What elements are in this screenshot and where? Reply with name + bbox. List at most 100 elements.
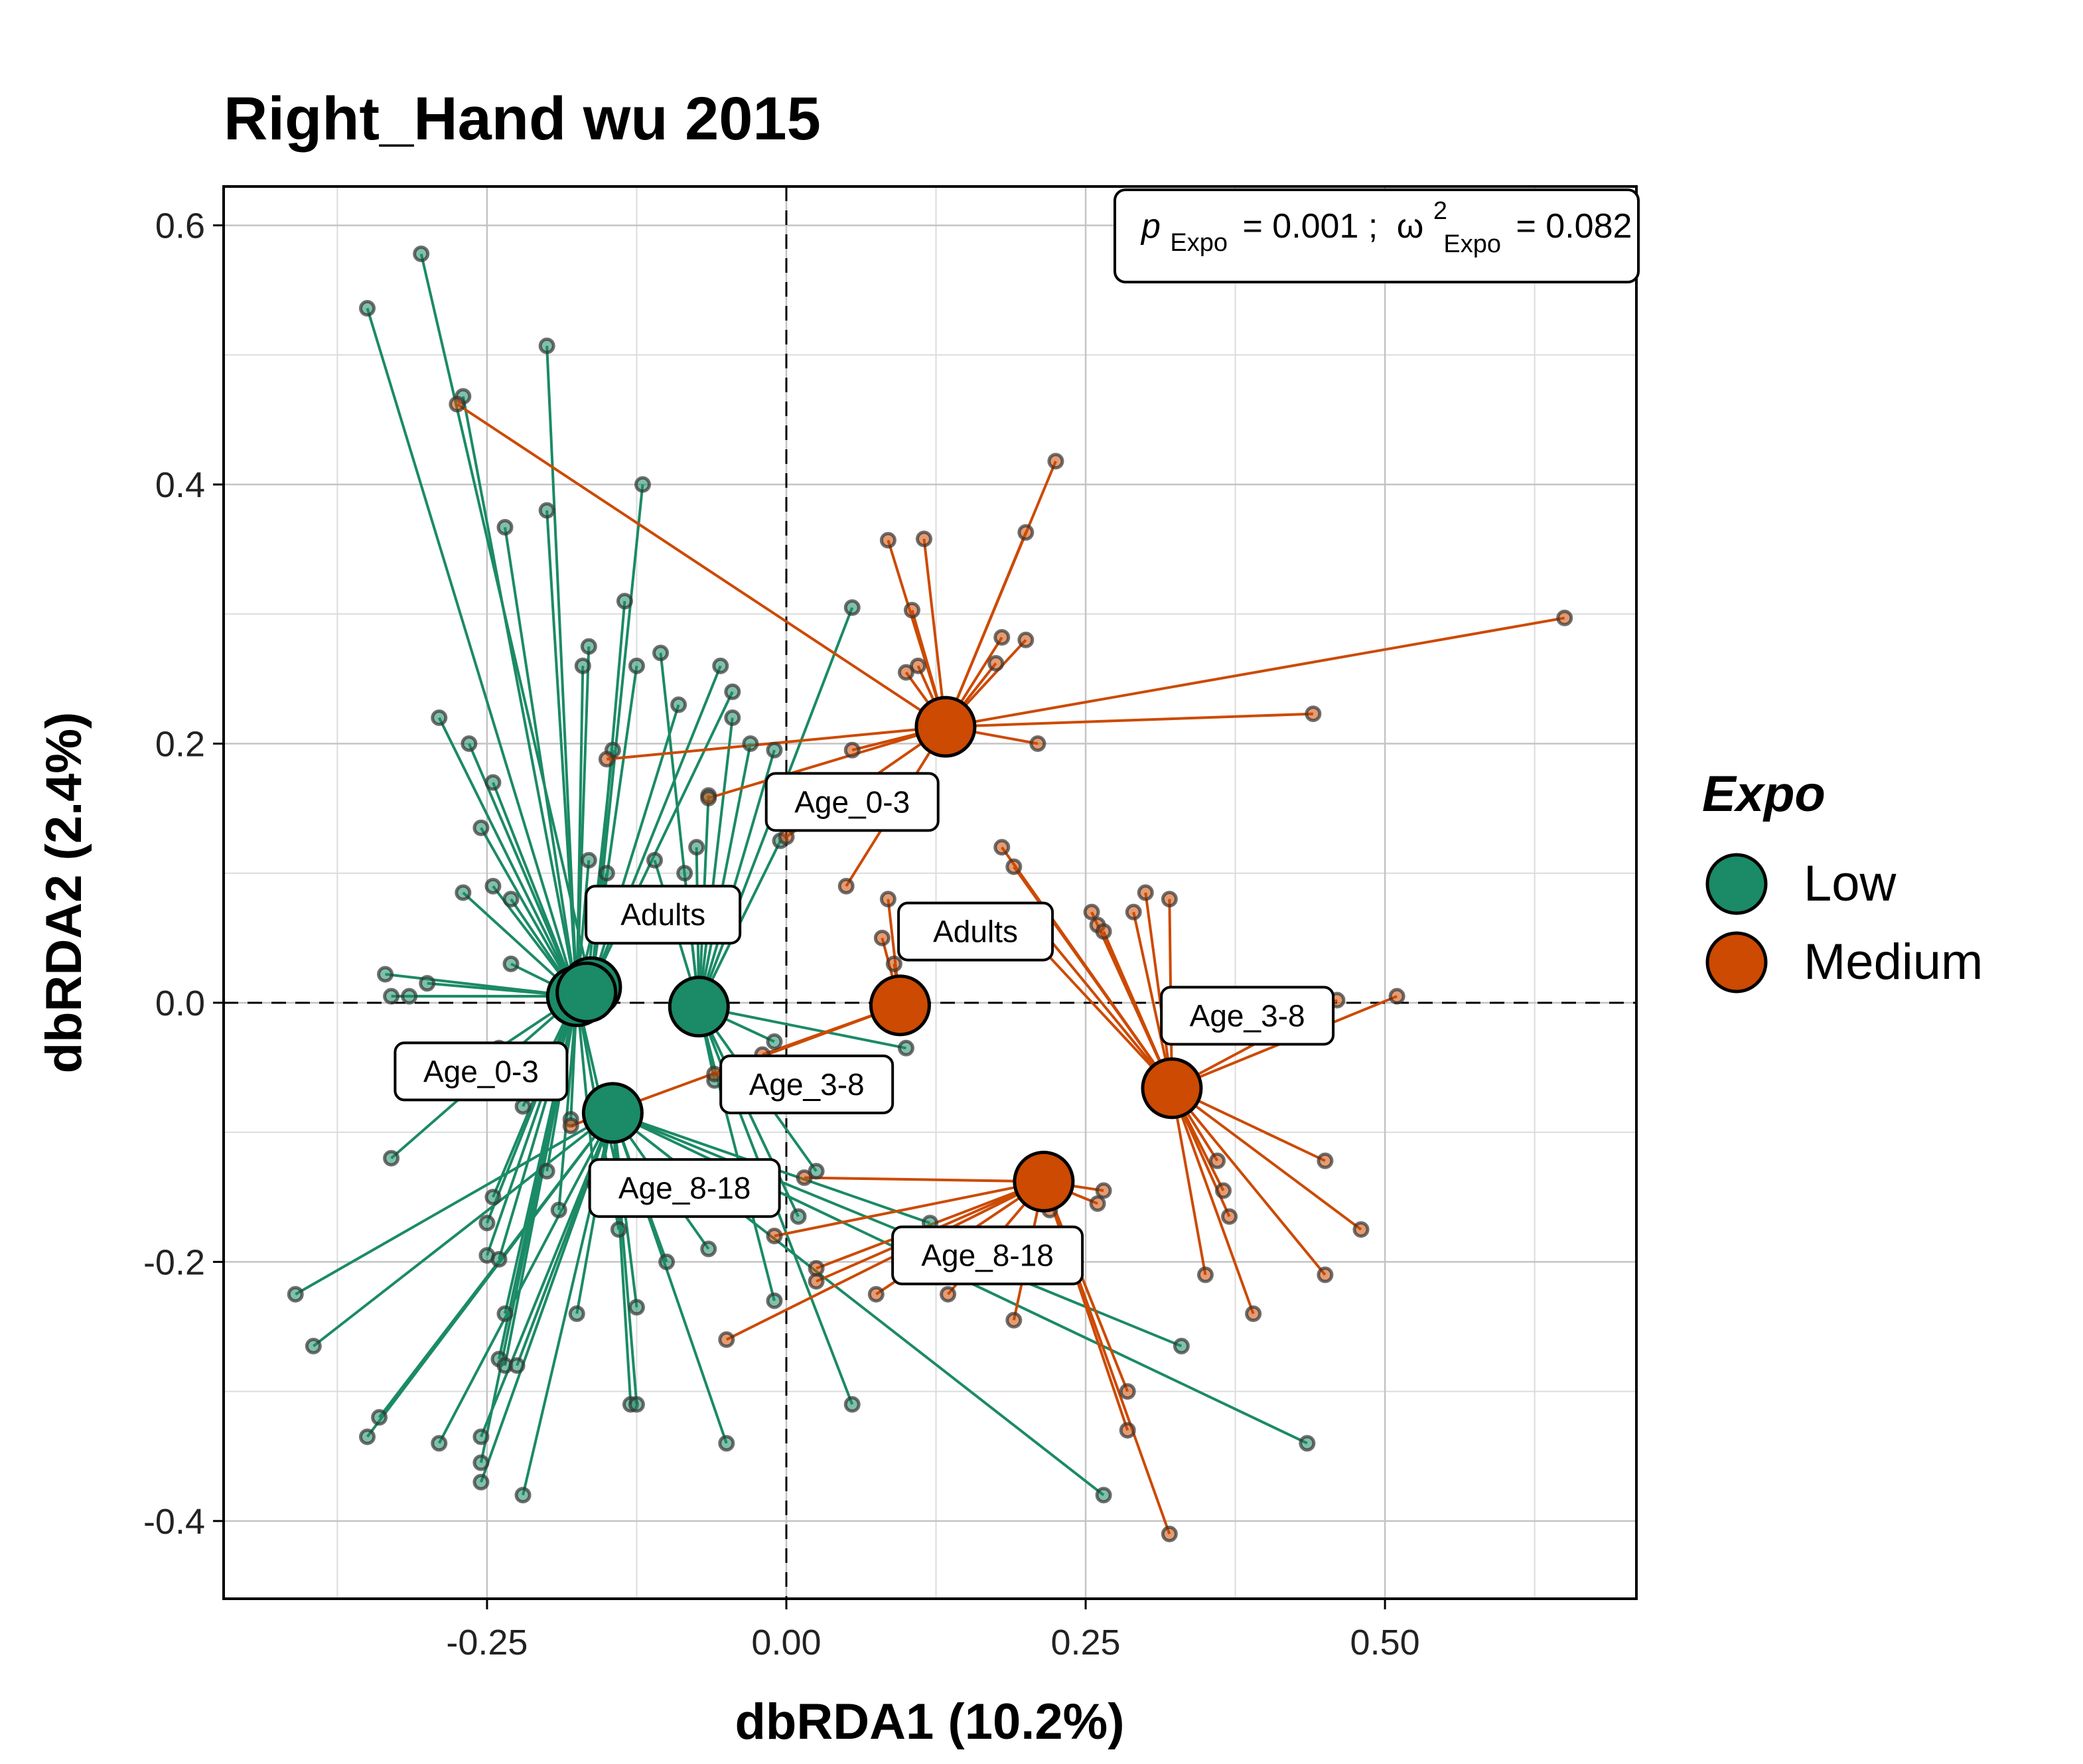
centroid-low (668, 976, 730, 1038)
spoke-medium (804, 1176, 1044, 1183)
spoke-medium (945, 712, 1313, 729)
data-point-medium (1005, 858, 1023, 875)
data-point-medium (1125, 903, 1142, 920)
spoke-low (486, 995, 579, 1256)
data-point-medium (1119, 1422, 1136, 1439)
data-point-low (496, 518, 514, 536)
group-label-low: Age_3-8 (719, 1054, 895, 1114)
data-point-medium (987, 654, 1005, 672)
spoke-low (313, 1112, 614, 1347)
data-point-low (538, 502, 555, 519)
data-point-medium (879, 532, 897, 549)
data-point-low (652, 644, 670, 662)
data-point-medium (1352, 1221, 1370, 1238)
data-point-low (742, 735, 759, 752)
data-point-low (359, 300, 376, 317)
data-point-medium (1083, 903, 1100, 920)
x-tick-label: -0.25 (446, 1623, 528, 1662)
data-point-low (431, 1435, 448, 1452)
data-point-medium (1095, 923, 1112, 940)
data-point-low (1173, 1337, 1190, 1355)
data-point-low (843, 1396, 861, 1413)
data-point-low (538, 1163, 555, 1180)
x-tick-label: 0.50 (1350, 1623, 1420, 1662)
spoke-low (437, 717, 579, 997)
spoke-low (545, 510, 579, 997)
data-point-low (712, 657, 729, 674)
data-point-low (371, 1409, 388, 1426)
data-point-medium (718, 1331, 735, 1349)
data-point-medium (808, 1273, 825, 1290)
y-axis-label: dbRDA2 (2.4%) (36, 712, 92, 1074)
data-point-medium (897, 664, 914, 681)
spoke-low (697, 1006, 776, 1301)
omega-subscript: Expo (1443, 230, 1501, 258)
group-label-medium: Age_8-18 (891, 1225, 1084, 1286)
data-point-medium (1305, 705, 1322, 723)
data-point-low (766, 741, 783, 759)
group-label-text: Age_0-3 (423, 1054, 539, 1088)
data-point-low (628, 1396, 645, 1413)
data-point-medium (843, 741, 861, 759)
data-point-medium (885, 955, 902, 972)
spoke-low (480, 827, 578, 997)
centroid-low (581, 1082, 644, 1144)
group-label-text: Age_8-18 (921, 1238, 1054, 1273)
data-point-low (484, 877, 502, 895)
p-value: = 0.001 ; (1242, 207, 1378, 246)
data-point-low (646, 851, 664, 869)
spoke-low (697, 717, 734, 1007)
group-label-text: Age_0-3 (794, 784, 910, 819)
centroid-medium (1141, 1057, 1203, 1120)
group-label-medium: Age_3-8 (1160, 986, 1335, 1046)
data-point-medium (562, 1117, 579, 1134)
data-point-medium (766, 1227, 783, 1244)
y-tick-label: -0.4 (143, 1502, 205, 1542)
data-point-medium (993, 839, 1011, 856)
spoke-low (545, 346, 579, 997)
data-point-low (676, 865, 693, 882)
data-point-low (490, 1250, 508, 1268)
spoke-low (557, 996, 579, 1211)
data-point-medium (1047, 453, 1064, 470)
data-point-medium (808, 1260, 825, 1277)
data-point-low (724, 709, 741, 726)
data-point-low (431, 709, 448, 726)
data-point-medium (909, 657, 926, 674)
spoke-medium (1171, 1088, 1255, 1315)
data-point-low (514, 1487, 532, 1504)
y-tick-label: 0.6 (155, 206, 205, 246)
centroid-medium (869, 974, 931, 1037)
x-axis-label: dbRDA1 (10.2%) (735, 1694, 1125, 1750)
spoke-low (366, 1112, 614, 1438)
data-point-medium (700, 789, 717, 806)
data-point-medium (1245, 1305, 1262, 1322)
legend-item-low: Low (1705, 853, 1897, 915)
centroid-medium (914, 696, 977, 758)
data-point-medium (1556, 609, 1573, 626)
legend-item-medium: Medium (1705, 931, 1983, 993)
data-point-low (598, 865, 615, 882)
omega-superscript: 2 (1433, 197, 1447, 225)
data-point-low (502, 891, 520, 908)
spoke-medium (774, 1180, 1044, 1238)
data-point-low (688, 839, 705, 856)
data-point-medium (1005, 1311, 1023, 1329)
data-point-low (496, 1305, 514, 1322)
data-point-low (401, 988, 418, 1005)
data-point-low (843, 599, 861, 616)
spoke-low (486, 995, 579, 1224)
data-point-low (305, 1337, 322, 1355)
y-tick-label: 0.2 (155, 724, 205, 764)
axis-ticks: -0.25 0.00 0.25 0.50 -0.4 -0.2 0.0 0.2 0.4 0.6 (143, 206, 1420, 1662)
spoke-medium (945, 617, 1565, 729)
legend-key-low (1705, 853, 1768, 915)
data-point-low (359, 1428, 376, 1445)
p-symbol: p (1140, 207, 1161, 246)
spoke-low (575, 666, 585, 997)
data-point-medium (598, 751, 615, 768)
data-point-low (574, 657, 591, 674)
group-label-box (1160, 986, 1335, 1046)
